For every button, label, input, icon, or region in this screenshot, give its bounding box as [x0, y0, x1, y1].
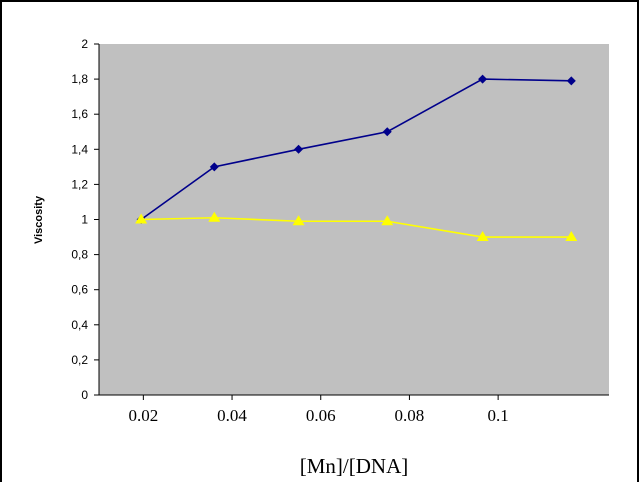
series-2-point: [476, 231, 489, 242]
y-tick-label: 1,2: [71, 177, 88, 191]
series-2-point: [292, 215, 305, 226]
series-1-point: [566, 76, 576, 86]
y-tick-label: 0,2: [71, 353, 88, 367]
y-tick-label: 1,8: [71, 72, 88, 86]
series-layer: [135, 74, 578, 242]
series-2-point: [135, 213, 148, 224]
x-axis-label: [Mn]/[DNA]: [300, 454, 408, 478]
y-tick-label: 0,8: [71, 248, 88, 262]
x-tick-label: 0.08: [395, 406, 425, 425]
series-1-point: [478, 74, 488, 84]
series-2-line: [141, 216, 572, 238]
y-tick-label: 1: [81, 213, 88, 227]
y-tick-label: 0,4: [71, 318, 88, 332]
series-2-point: [565, 231, 578, 242]
x-tick-label: 0.06: [306, 406, 336, 425]
series-1-point: [382, 127, 392, 137]
series-1-point: [294, 144, 304, 154]
series-1-line: [140, 78, 572, 221]
x-tick-label: 0.04: [217, 406, 247, 425]
y-tick-label: 1,4: [71, 142, 88, 156]
x-tick-label: 0.02: [128, 406, 158, 425]
axes: 0 0,2 0,4 0,6 0,8 1 1,2 1,4 1,6 1,8 2 0.02 0.04 0.06 0…: [71, 37, 609, 425]
y-axis-label: Viscosity: [33, 195, 45, 244]
series-1-point: [209, 162, 219, 172]
x-tick-label: 0.1: [488, 406, 509, 425]
series-2-point: [208, 211, 221, 222]
y-tick-label: 2: [81, 37, 88, 51]
series-2-point: [381, 215, 394, 226]
y-tick-label: 1,6: [71, 107, 88, 121]
plot-area: [99, 44, 609, 395]
y-tick-label: 0,6: [71, 283, 88, 297]
y-tick-label: 0: [81, 388, 88, 402]
